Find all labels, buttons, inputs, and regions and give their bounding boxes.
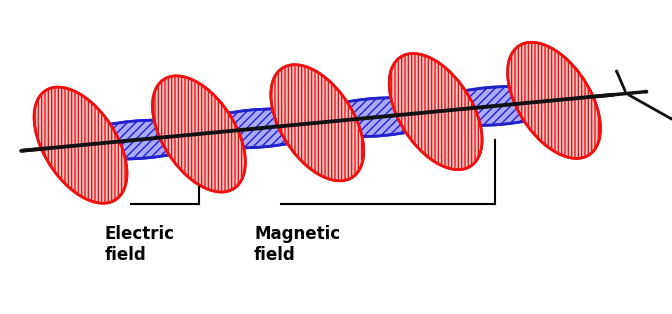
Ellipse shape: [34, 87, 127, 203]
Ellipse shape: [507, 42, 601, 159]
Ellipse shape: [304, 98, 449, 137]
Ellipse shape: [186, 109, 330, 148]
Ellipse shape: [68, 120, 212, 159]
Text: Magnetic
field: Magnetic field: [254, 225, 340, 264]
Ellipse shape: [423, 86, 567, 126]
Ellipse shape: [271, 65, 364, 181]
Ellipse shape: [389, 53, 482, 170]
Text: Electric
field: Electric field: [104, 225, 175, 264]
Ellipse shape: [153, 76, 245, 192]
